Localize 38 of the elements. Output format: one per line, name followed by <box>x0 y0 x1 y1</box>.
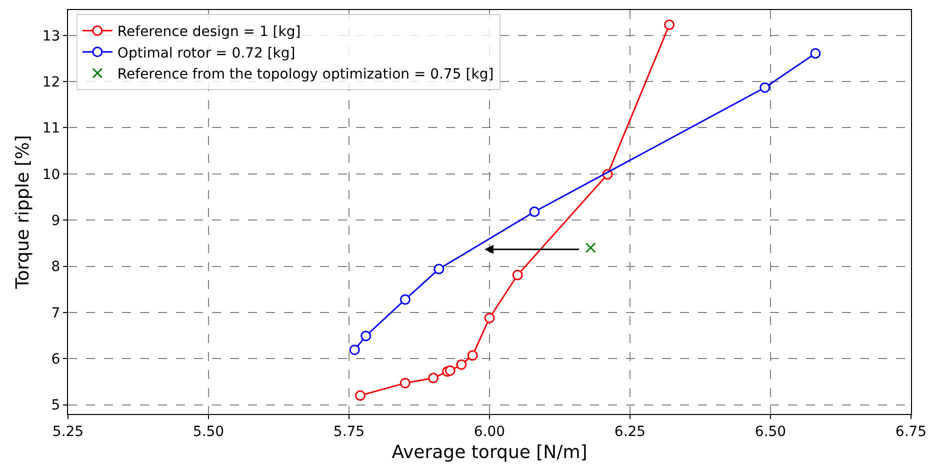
y-tick-label: 5 <box>51 398 60 414</box>
point <box>400 378 410 388</box>
y-tick-label: 9 <box>51 212 60 229</box>
point <box>444 365 456 376</box>
x-tick-label: 6.25 <box>614 424 646 440</box>
point <box>428 372 439 384</box>
point <box>664 20 675 30</box>
x-tick-label: 5.75 <box>333 424 365 440</box>
x-tick-label: 6.00 <box>474 424 506 440</box>
y-tick-label: 6 <box>51 351 60 368</box>
point <box>810 48 821 59</box>
x-axis-title: Average torque [N/m] <box>392 442 588 463</box>
y-tick-label: 12 <box>42 74 60 90</box>
point <box>349 344 360 356</box>
point <box>354 390 366 401</box>
y-tick-label: 10 <box>42 166 60 183</box>
legend-label: Reference from the topology optimization = 0.75 [kg] <box>117 66 494 82</box>
point <box>360 330 372 342</box>
y-axis-title: Torque ripple [%] <box>12 135 34 290</box>
x-tick-label: 5.25 <box>52 424 84 440</box>
point <box>760 82 770 93</box>
x-tick-label: 5.50 <box>192 424 224 440</box>
point <box>467 350 478 361</box>
point <box>585 242 596 254</box>
y-tick-label: 13 <box>42 28 60 44</box>
x-tick-label: 6.75 <box>895 424 927 440</box>
legend-label: Optimal rotor = 0.72 [kg] <box>117 45 296 62</box>
y-tick-label: 8 <box>51 259 60 276</box>
point <box>456 359 467 370</box>
x-tick-label: 6.50 <box>754 424 786 440</box>
y-tick-label: 11 <box>42 120 60 137</box>
y-tick-label: 7 <box>51 305 60 322</box>
legend-label: Reference design = 1 [kg] <box>117 24 301 40</box>
point <box>529 206 540 218</box>
point <box>434 264 444 274</box>
point <box>512 270 523 280</box>
point <box>400 294 410 305</box>
point <box>484 312 495 324</box>
